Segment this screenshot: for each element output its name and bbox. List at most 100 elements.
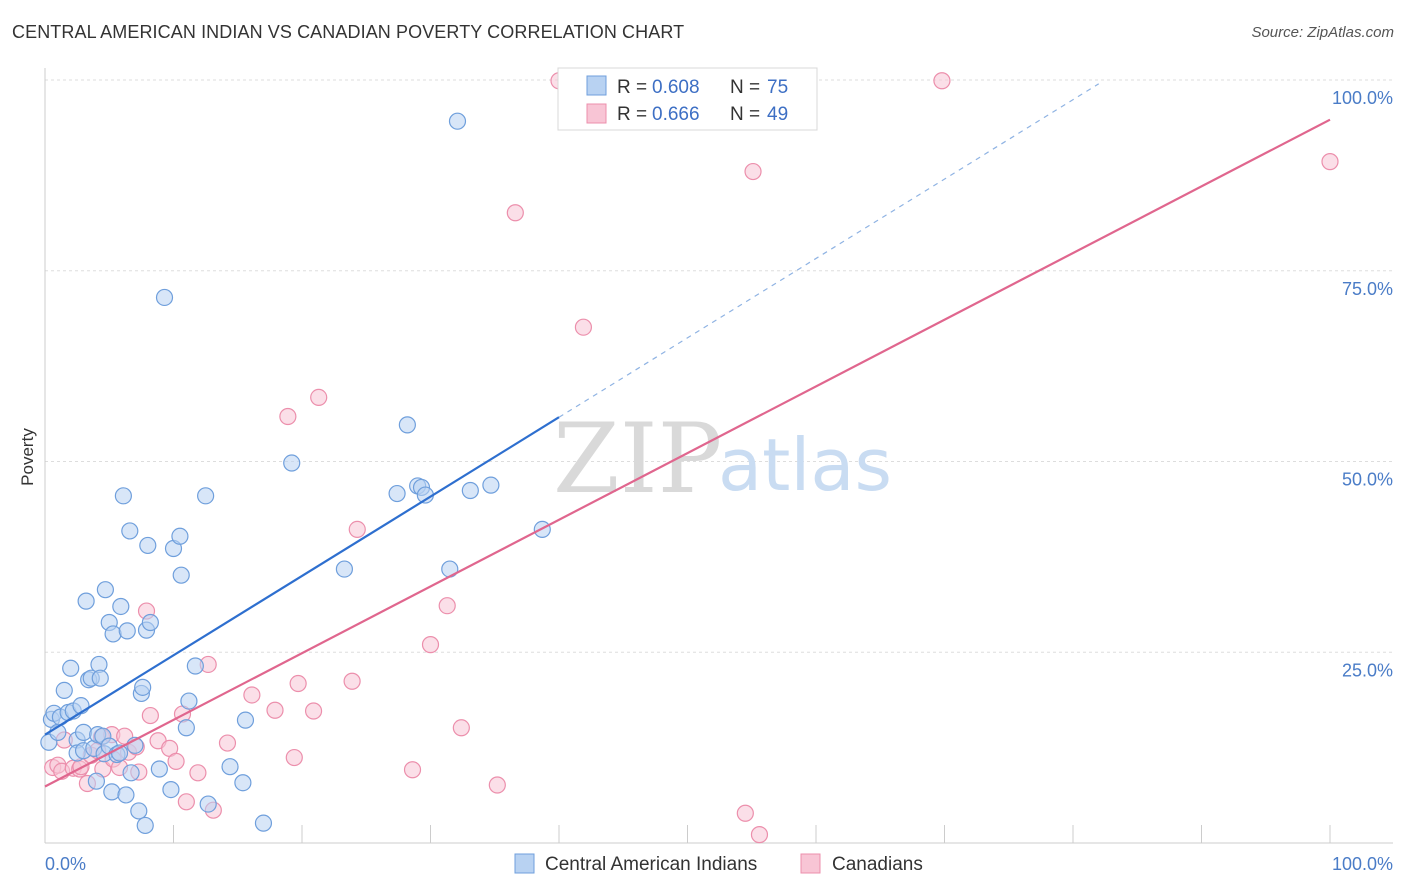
point-blue-41 xyxy=(136,816,154,835)
bottom-legend-label-blue: Central American Indians xyxy=(545,854,757,875)
point-pink-41 xyxy=(438,597,456,615)
point-blue-49 xyxy=(171,527,189,545)
y-axis-label: Poverty xyxy=(18,428,37,486)
point-blue-59 xyxy=(254,814,273,832)
point-pink-30 xyxy=(243,686,261,704)
point-pink-31 xyxy=(266,701,284,719)
point-blue-45 xyxy=(150,760,168,778)
point-blue-43 xyxy=(139,536,157,555)
point-pink-29 xyxy=(218,734,237,752)
watermark: ZIP atlas xyxy=(553,403,892,515)
point-blue-31 xyxy=(112,597,130,616)
trend-line-pink xyxy=(44,118,1331,788)
trend-line-blue xyxy=(44,416,560,736)
point-pink-20 xyxy=(141,706,159,725)
point-blue-38 xyxy=(130,802,148,820)
source-label: Source: ZipAtlas.com xyxy=(1251,24,1394,41)
legend-r-label-pink: R = xyxy=(617,104,647,125)
chart-title: CENTRAL AMERICAN INDIAN VS CANADIAN POVE… xyxy=(12,22,685,42)
point-pink-32 xyxy=(279,407,297,426)
point-blue-63 xyxy=(398,416,416,434)
point-blue-5 xyxy=(55,681,73,700)
point-blue-33 xyxy=(117,786,135,804)
point-blue-62 xyxy=(388,484,406,503)
bottom-legend-swatch-pink xyxy=(800,853,821,874)
point-pink-35 xyxy=(304,702,323,720)
point-blue-44 xyxy=(141,613,159,632)
point-blue-46 xyxy=(155,288,174,307)
x-tick-label-0: 0.0% xyxy=(45,854,86,874)
point-pink-26 xyxy=(189,764,207,782)
point-blue-35 xyxy=(121,522,139,540)
point-blue-57 xyxy=(234,774,252,792)
legend-swatch-pink xyxy=(586,103,607,124)
tick-labels: 25.0% 50.0% 75.0% 100.0% 0.0% 100.0% xyxy=(45,88,1393,874)
point-blue-61 xyxy=(335,560,354,578)
point-blue-58 xyxy=(236,711,255,729)
point-pink-49 xyxy=(750,826,769,844)
point-blue-7 xyxy=(62,659,80,677)
point-blue-50 xyxy=(172,566,190,584)
point-pink-33 xyxy=(285,748,303,767)
gridlines xyxy=(45,79,1393,653)
point-blue-52 xyxy=(180,692,198,710)
point-pink-25 xyxy=(177,793,195,811)
point-blue-24 xyxy=(96,581,114,599)
point-pink-47 xyxy=(736,804,754,822)
point-blue-69 xyxy=(461,481,479,500)
point-blue-53 xyxy=(186,657,204,675)
point-pink-37 xyxy=(343,672,361,690)
point-blue-47 xyxy=(162,780,180,799)
trend-lines xyxy=(44,83,1331,788)
point-pink-36 xyxy=(310,388,328,407)
x-tick-label-1: 100.0% xyxy=(1332,854,1393,874)
watermark-atlas: atlas xyxy=(718,423,892,507)
legend-r-value-blue: 0.608 xyxy=(652,77,700,98)
legend-n-value-blue: 75 xyxy=(767,77,788,98)
y-tick-label-0: 25.0% xyxy=(1342,660,1393,680)
legend-r-value-pink: 0.666 xyxy=(652,104,700,125)
point-blue-13 xyxy=(74,723,93,741)
bottom-legend-swatch-blue xyxy=(514,853,535,874)
point-blue-27 xyxy=(103,783,121,801)
point-blue-70 xyxy=(482,476,500,494)
top-legend: R = 0.608 N = 75 R = 0.666 N = 49 xyxy=(557,67,818,131)
legend-swatch-blue xyxy=(586,75,607,96)
point-pink-48 xyxy=(744,162,762,181)
point-blue-36 xyxy=(122,764,140,782)
legend-n-label-pink: N = xyxy=(730,104,760,125)
y-tick-label-2: 75.0% xyxy=(1342,279,1393,299)
point-blue-55 xyxy=(199,795,217,813)
legend-n-label-blue: N = xyxy=(730,77,760,98)
point-pink-34 xyxy=(289,674,307,693)
trend-line-blue-extension xyxy=(558,83,1100,418)
watermark-zip: ZIP xyxy=(553,403,722,515)
point-blue-21 xyxy=(91,669,109,687)
point-blue-51 xyxy=(177,719,195,737)
point-pink-44 xyxy=(506,204,524,222)
legend-r-label-blue: R = xyxy=(617,77,647,98)
bottom-legend-label-pink: Canadians xyxy=(832,854,923,875)
point-blue-54 xyxy=(197,487,215,505)
y-tick-label-3: 100.0% xyxy=(1332,88,1393,108)
point-blue-28 xyxy=(104,625,122,643)
central-american-indians-points xyxy=(40,112,551,835)
point-blue-34 xyxy=(118,622,136,640)
point-pink-40 xyxy=(421,636,440,654)
point-blue-18 xyxy=(87,772,106,790)
point-pink-46 xyxy=(574,318,593,336)
bottom-legend: Central American Indians Canadians xyxy=(514,853,923,875)
point-pink-39 xyxy=(403,761,422,779)
point-blue-60 xyxy=(283,454,301,472)
point-pink-42 xyxy=(452,719,470,737)
point-pink-43 xyxy=(488,776,506,794)
point-pink-50 xyxy=(933,72,951,90)
point-blue-14 xyxy=(77,592,95,610)
y-tick-label-1: 50.0% xyxy=(1342,470,1393,490)
point-blue-40 xyxy=(134,678,152,696)
legend-n-value-pink: 49 xyxy=(767,104,788,125)
point-blue-68 xyxy=(448,112,467,130)
point-pink-23 xyxy=(167,752,185,770)
point-pink-38 xyxy=(348,520,366,539)
